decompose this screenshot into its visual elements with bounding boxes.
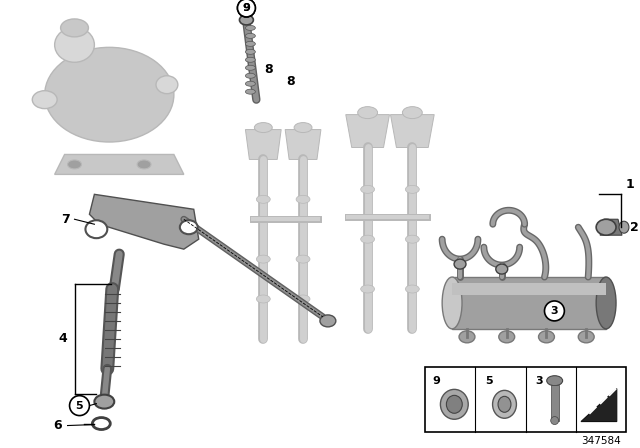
Ellipse shape [538,331,554,343]
Polygon shape [600,219,622,235]
Ellipse shape [245,34,255,39]
Ellipse shape [94,395,115,409]
Text: 4: 4 [59,332,68,345]
Ellipse shape [446,395,462,414]
Text: 8: 8 [264,63,273,76]
Ellipse shape [32,90,57,108]
Ellipse shape [45,47,174,142]
Text: 6: 6 [53,419,61,432]
Polygon shape [90,194,198,249]
Bar [425,367,626,431]
Ellipse shape [499,331,515,343]
Ellipse shape [245,65,255,70]
Polygon shape [390,115,434,147]
Ellipse shape [320,315,336,327]
Ellipse shape [137,160,151,169]
Text: 1: 1 [626,178,635,191]
Ellipse shape [68,160,81,169]
Text: 7: 7 [61,213,70,226]
Ellipse shape [156,76,178,94]
Text: 5: 5 [76,401,83,411]
Ellipse shape [92,418,110,430]
Ellipse shape [496,264,508,274]
Ellipse shape [459,331,475,343]
Text: 8: 8 [286,75,294,88]
Ellipse shape [498,396,511,412]
Ellipse shape [86,220,108,238]
Polygon shape [346,115,390,147]
Ellipse shape [257,195,270,203]
Ellipse shape [405,185,419,194]
Bar [550,385,559,421]
Ellipse shape [493,390,516,418]
Ellipse shape [239,15,253,25]
Text: 9: 9 [433,376,440,386]
Ellipse shape [361,285,374,293]
Ellipse shape [596,277,616,329]
Ellipse shape [361,185,374,194]
Ellipse shape [296,255,310,263]
Ellipse shape [358,107,378,119]
Ellipse shape [405,235,419,243]
Text: 5: 5 [484,376,492,386]
Polygon shape [285,129,321,159]
Bar [452,283,606,295]
Circle shape [237,0,255,17]
Ellipse shape [440,389,468,419]
Text: 3: 3 [550,306,558,316]
Polygon shape [54,155,184,174]
Ellipse shape [361,235,374,243]
Ellipse shape [245,41,255,46]
Text: 9: 9 [243,3,250,13]
Ellipse shape [296,295,310,303]
Polygon shape [245,129,281,159]
Ellipse shape [403,107,422,119]
Ellipse shape [296,195,310,203]
Text: 9: 9 [243,3,250,13]
Ellipse shape [54,27,94,62]
Ellipse shape [254,123,272,133]
Ellipse shape [180,220,198,234]
Ellipse shape [294,123,312,133]
Circle shape [70,396,90,416]
Ellipse shape [619,221,629,233]
Ellipse shape [257,255,270,263]
Ellipse shape [61,19,88,37]
Text: 2: 2 [630,221,639,234]
Ellipse shape [442,277,462,329]
Ellipse shape [257,295,270,303]
Ellipse shape [454,259,466,269]
Ellipse shape [245,49,255,54]
Circle shape [545,301,564,321]
Text: 3: 3 [535,376,543,386]
Ellipse shape [245,57,255,62]
Ellipse shape [547,376,563,386]
Polygon shape [581,389,617,422]
Polygon shape [452,277,606,329]
Ellipse shape [596,219,616,235]
Ellipse shape [405,285,419,293]
Ellipse shape [245,26,255,30]
Ellipse shape [245,81,255,86]
Ellipse shape [245,73,255,78]
Ellipse shape [245,89,255,94]
Circle shape [237,0,255,17]
Ellipse shape [579,331,594,343]
Text: 347584: 347584 [581,435,621,445]
Ellipse shape [550,417,559,425]
